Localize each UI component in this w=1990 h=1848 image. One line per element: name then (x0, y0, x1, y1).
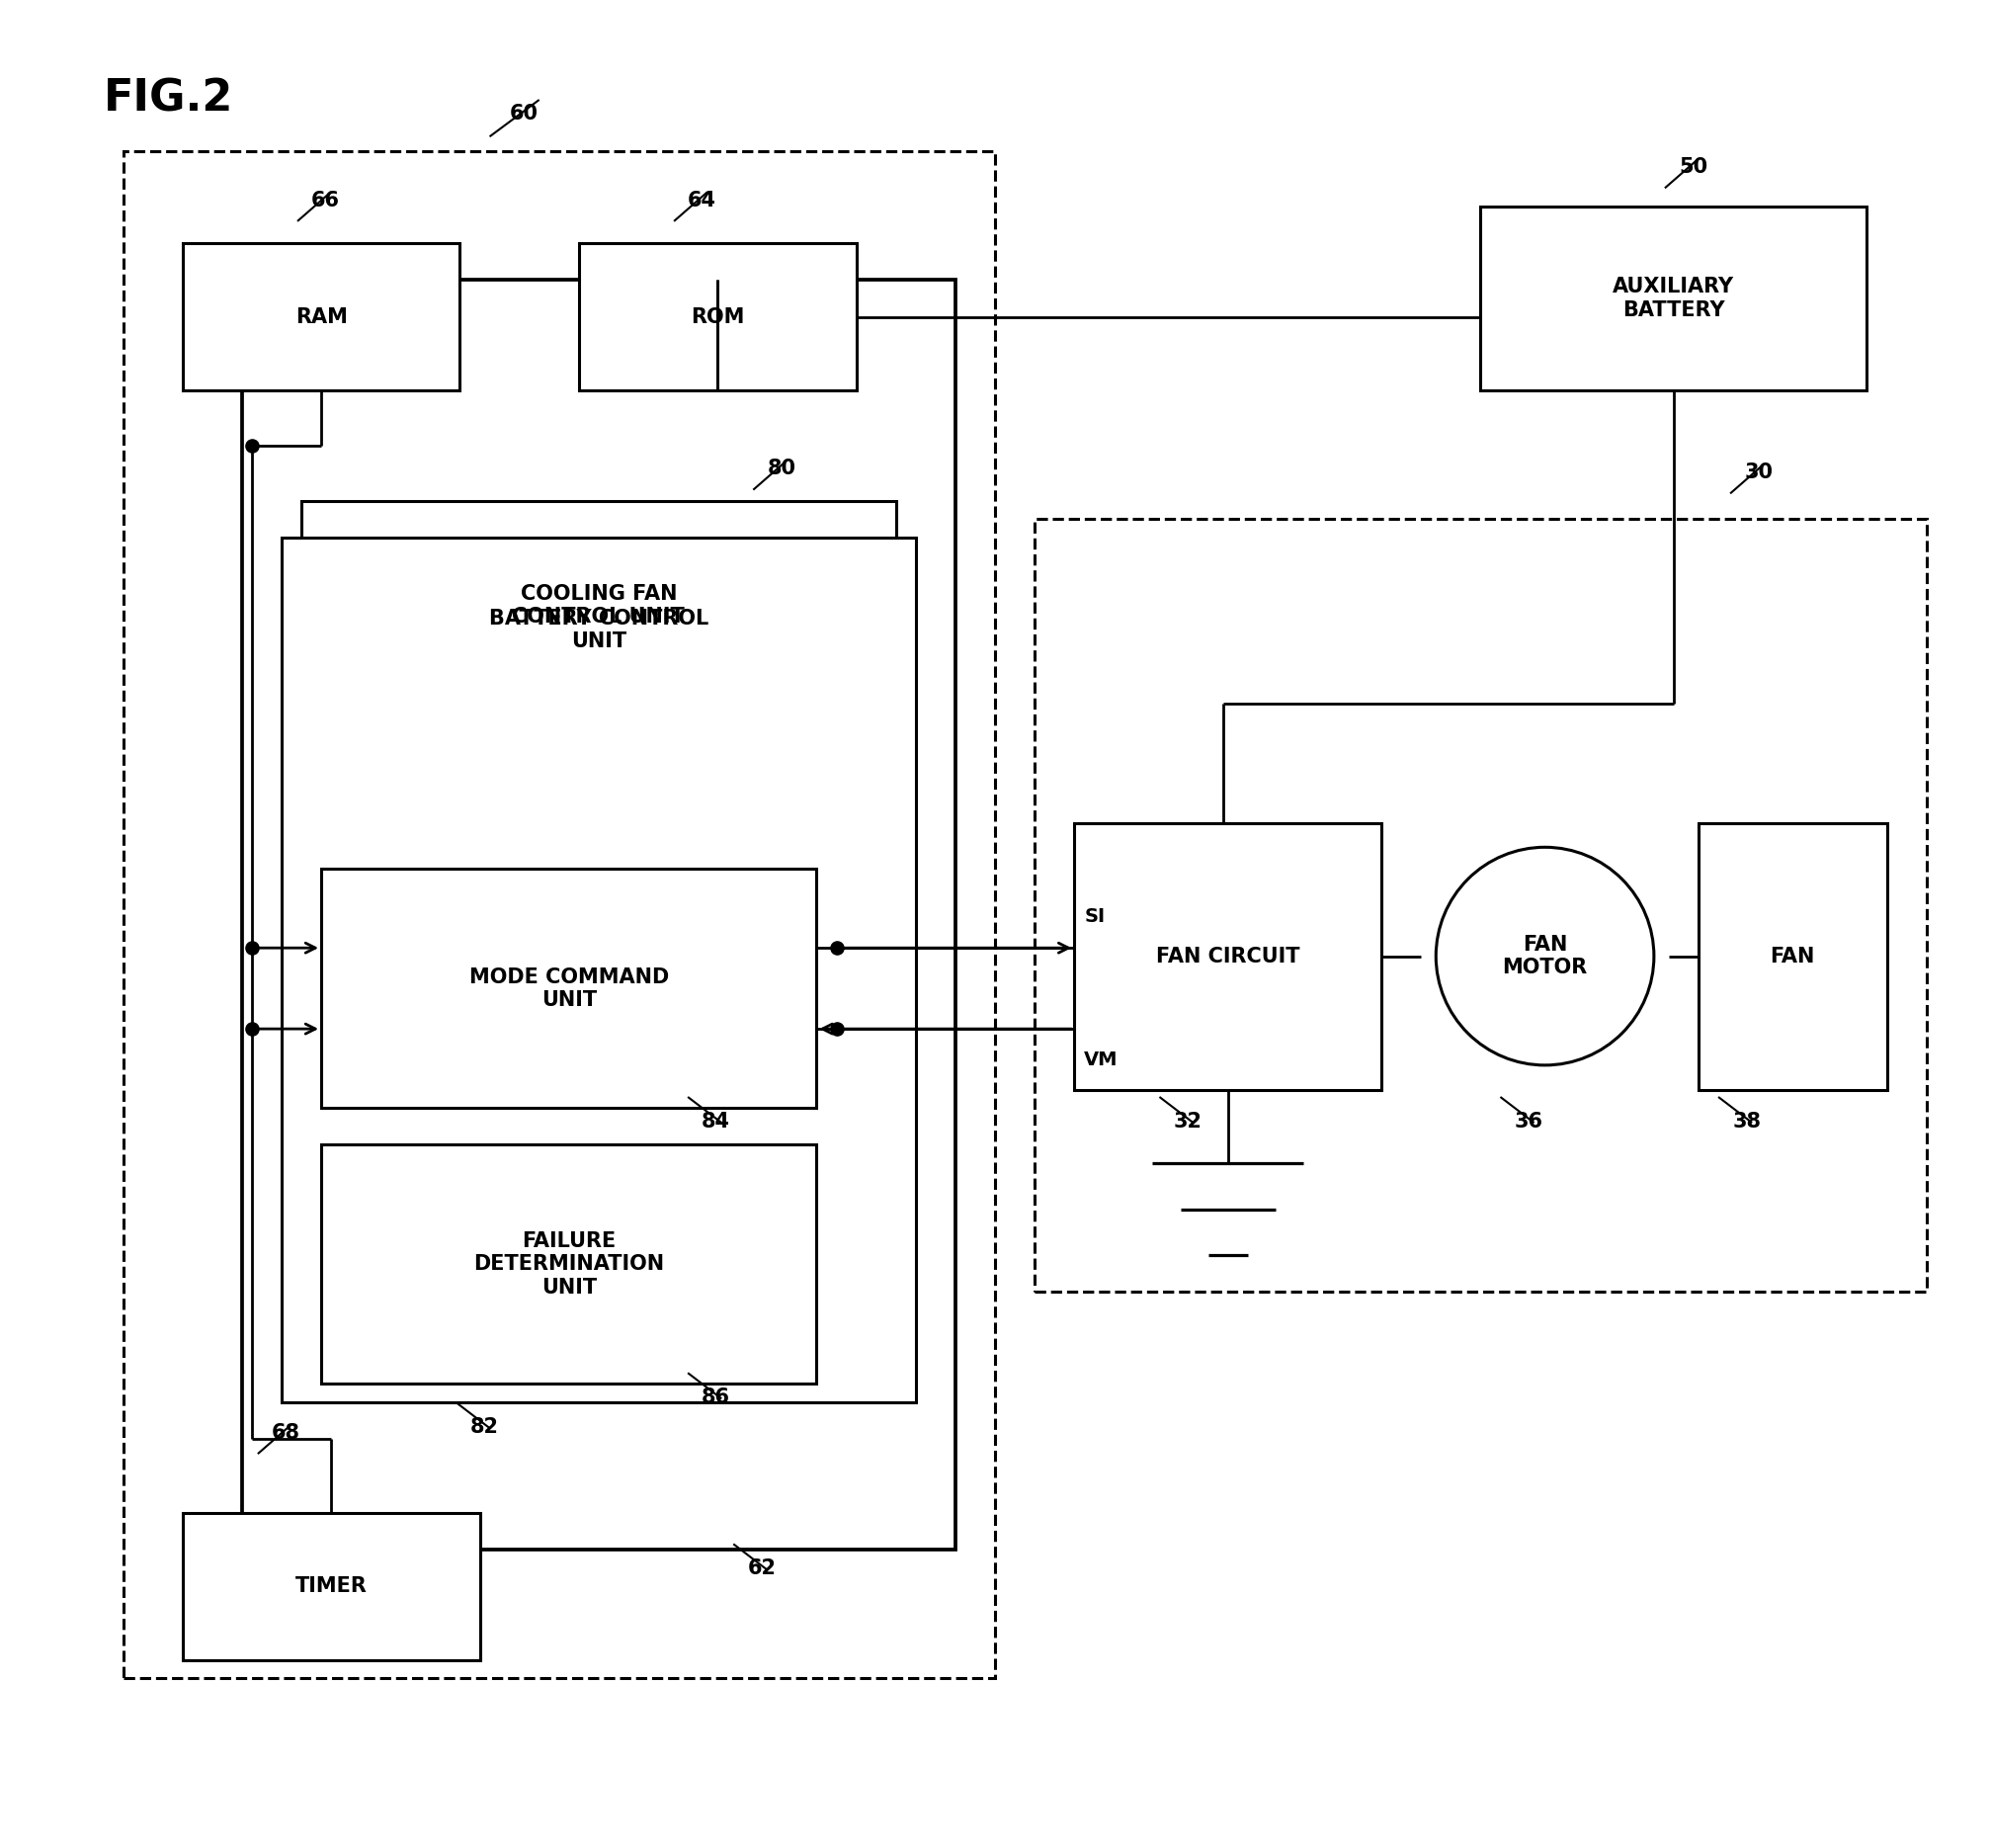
Text: 82: 82 (470, 1417, 498, 1438)
Bar (300, 501, 895, 758)
Bar (320, 869, 816, 1109)
Text: COOLING FAN
CONTROL UNIT: COOLING FAN CONTROL UNIT (511, 584, 685, 626)
Text: RAM: RAM (295, 307, 348, 327)
Bar (123, 152, 995, 1678)
Text: 66: 66 (310, 190, 340, 211)
Bar (320, 1144, 816, 1384)
Text: 86: 86 (702, 1388, 730, 1408)
Text: 64: 64 (689, 190, 716, 211)
Point (237, 1015, 269, 1044)
Text: VM: VM (1085, 1052, 1118, 1070)
Text: FIG.2: FIG.2 (103, 78, 233, 120)
Text: FAN CIRCUIT: FAN CIRCUIT (1156, 946, 1299, 967)
Point (820, 1015, 852, 1044)
Text: 80: 80 (766, 458, 796, 479)
Point (237, 431, 269, 460)
Ellipse shape (1437, 846, 1654, 1064)
Bar (1035, 519, 1926, 1292)
Text: 84: 84 (702, 1112, 730, 1131)
Text: 62: 62 (748, 1558, 776, 1578)
Text: 30: 30 (1743, 462, 1773, 482)
Text: 38: 38 (1731, 1112, 1761, 1131)
Text: BATTERY CONTROL
UNIT: BATTERY CONTROL UNIT (490, 608, 708, 650)
Bar (1075, 822, 1381, 1090)
Bar (579, 244, 856, 390)
Text: 32: 32 (1174, 1112, 1202, 1131)
Point (820, 933, 852, 963)
Bar (281, 538, 915, 1403)
Point (237, 933, 269, 963)
Bar (1699, 822, 1887, 1090)
Text: TIMER: TIMER (295, 1576, 366, 1597)
Bar (1481, 207, 1867, 390)
Bar (183, 1514, 480, 1660)
Text: ROM: ROM (691, 307, 744, 327)
Text: SI: SI (1085, 907, 1104, 926)
Text: AUXILIARY
BATTERY: AUXILIARY BATTERY (1614, 277, 1735, 320)
Bar (183, 244, 460, 390)
Text: FAN: FAN (1771, 946, 1815, 967)
Text: 68: 68 (273, 1423, 300, 1443)
Text: 50: 50 (1680, 157, 1707, 177)
Text: MODE COMMAND
UNIT: MODE COMMAND UNIT (470, 967, 669, 1009)
Text: 60: 60 (509, 103, 537, 124)
Text: FAN
MOTOR: FAN MOTOR (1502, 935, 1588, 978)
Text: FAILURE
DETERMINATION
UNIT: FAILURE DETERMINATION UNIT (474, 1231, 665, 1297)
Text: 36: 36 (1514, 1112, 1542, 1131)
Bar (243, 281, 955, 1549)
